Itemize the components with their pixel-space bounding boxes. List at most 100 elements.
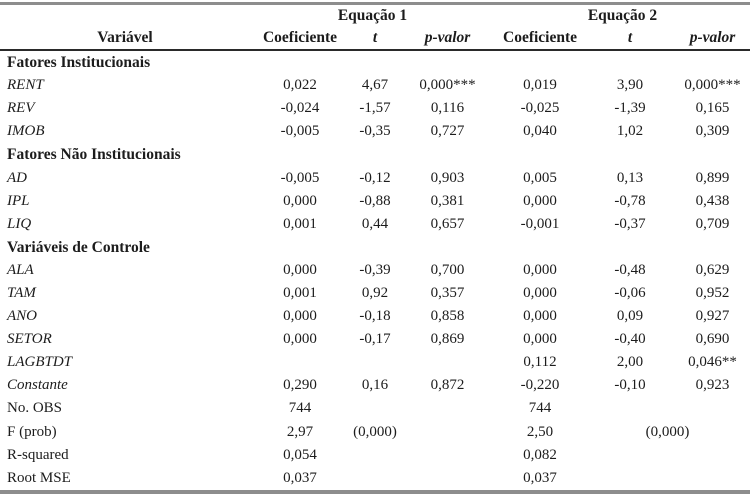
value-cell: 0,001 xyxy=(283,284,317,301)
row-label: SETOR xyxy=(7,331,52,348)
value-cell xyxy=(400,467,495,492)
column-header-row: Variável Coeficiente t p-valor Coeficien… xyxy=(0,27,750,50)
table-row: Root MSE 0,037 0,037 xyxy=(0,467,750,492)
column-header-coeficiente-1: Coeficiente xyxy=(262,29,338,47)
value-cell: 1,02 xyxy=(616,123,644,140)
value-cell: -1,57 xyxy=(359,100,391,117)
value-cell: 0,927 xyxy=(695,308,730,325)
row-label: ANO xyxy=(7,308,37,325)
equation-2-header: Equação 2 xyxy=(587,7,658,25)
section-row: Variáveis de Controle xyxy=(0,236,750,259)
value-cell: -1,39 xyxy=(614,100,646,117)
value-cell: (0,000) xyxy=(645,423,690,440)
value-cell: 0,657 xyxy=(430,215,465,232)
value-cell: 2,00 xyxy=(616,354,644,371)
value-cell xyxy=(400,421,495,444)
value-cell: -0,024 xyxy=(280,100,320,117)
value-cell xyxy=(585,397,675,420)
value-cell: 0,019 xyxy=(523,77,557,94)
value-cell: 0,022 xyxy=(283,77,317,94)
table-row: REV -0,024 -1,57 0,116 -0,025 -1,39 0,165 xyxy=(0,97,750,120)
row-label: AD xyxy=(7,169,27,186)
value-cell: 0,000*** xyxy=(419,77,476,94)
value-cell: -0,48 xyxy=(614,261,646,278)
value-cell: 0,000 xyxy=(523,284,557,301)
value-cell: 0,357 xyxy=(430,284,465,301)
value-cell: 0,000 xyxy=(523,192,557,209)
value-cell: -0,37 xyxy=(614,215,646,232)
value-cell: -0,025 xyxy=(520,100,560,117)
equation-1-header: Equação 1 xyxy=(337,7,408,25)
value-cell: 0,309 xyxy=(695,123,730,140)
value-cell: 0,690 xyxy=(695,331,730,348)
value-cell: 0,000 xyxy=(283,261,317,278)
equation-header-row: Equação 1 Equação 2 xyxy=(0,4,750,28)
value-cell: 0,09 xyxy=(616,308,644,325)
value-cell: -0,39 xyxy=(359,261,391,278)
value-cell: -0,06 xyxy=(614,284,646,301)
table-row: Constante 0,290 0,16 0,872 -0,220 -0,10 0,923 xyxy=(0,374,750,397)
value-cell: -0,10 xyxy=(614,377,646,394)
value-cell xyxy=(350,351,400,374)
value-cell: 0,709 xyxy=(695,215,730,232)
value-cell: 0,727 xyxy=(430,123,465,140)
value-cell: 0,700 xyxy=(430,261,465,278)
row-label: LAGBTDT xyxy=(7,354,73,371)
value-cell xyxy=(400,444,495,467)
row-label: Fatores Não Institucionais xyxy=(7,146,181,164)
column-header-variavel: Variável xyxy=(97,29,153,47)
value-cell: 0,000 xyxy=(523,331,557,348)
value-cell: 0,037 xyxy=(523,469,557,486)
table-row: AD -0,005 -0,12 0,903 0,005 0,13 0,899 xyxy=(0,166,750,189)
value-cell: 0,116 xyxy=(430,100,465,117)
table-row: R-squared 0,054 0,082 xyxy=(0,444,750,467)
value-cell: 0,869 xyxy=(430,331,465,348)
value-cell: 0,290 xyxy=(283,377,317,394)
value-cell xyxy=(350,467,400,492)
value-cell: 2,50 xyxy=(526,423,554,440)
row-label: IMOB xyxy=(7,123,45,140)
value-cell: 3,90 xyxy=(616,77,644,94)
row-label: Variáveis de Controle xyxy=(7,238,150,256)
table-row: No. OBS 744 744 xyxy=(0,397,750,420)
value-cell xyxy=(400,397,495,420)
value-cell: -0,005 xyxy=(280,123,320,140)
row-label: TAM xyxy=(7,284,36,301)
value-cell: 0,000 xyxy=(523,261,557,278)
row-label: LIQ xyxy=(7,215,32,232)
value-cell: 0,046** xyxy=(688,354,737,371)
value-cell: 0,112 xyxy=(523,354,557,371)
row-label: IPL xyxy=(7,192,30,209)
table-body: Fatores Institucionais RENT 0,022 4,67 0,000… xyxy=(0,50,750,492)
value-cell: -0,17 xyxy=(359,331,391,348)
table-row: LIQ 0,001 0,44 0,657 -0,001 -0,37 0,709 xyxy=(0,213,750,236)
value-cell: -0,40 xyxy=(614,331,646,348)
value-cell: 744 xyxy=(528,400,552,417)
value-cell: 0,872 xyxy=(430,377,465,394)
row-label: F (prob) xyxy=(7,423,57,440)
table-row: IPL 0,000 -0,88 0,381 0,000 -0,78 0,438 xyxy=(0,190,750,213)
value-cell: 0,000 xyxy=(523,308,557,325)
value-cell xyxy=(400,351,495,374)
value-cell: 4,67 xyxy=(361,77,389,94)
value-cell: 744 xyxy=(288,400,312,417)
table-row: ALA 0,000 -0,39 0,700 0,000 -0,48 0,629 xyxy=(0,259,750,282)
value-cell: 0,44 xyxy=(361,215,389,232)
value-cell: 0,000*** xyxy=(684,77,741,94)
row-label: Fatores Institucionais xyxy=(7,53,151,71)
value-cell: 2,97 xyxy=(286,423,314,440)
value-cell: 0,000 xyxy=(283,192,317,209)
value-cell: -0,18 xyxy=(359,308,391,325)
value-cell: 0,903 xyxy=(430,169,465,186)
row-label: Constante xyxy=(7,377,68,394)
table-row: F (prob) 2,97 (0,000) 2,50 (0,000) xyxy=(0,421,750,444)
value-cell xyxy=(675,397,750,420)
value-cell: 0,923 xyxy=(695,377,730,394)
value-cell xyxy=(585,467,675,492)
value-cell: -0,005 xyxy=(280,169,320,186)
value-cell: (0,000) xyxy=(353,423,397,440)
value-cell xyxy=(350,397,400,420)
value-cell: 0,438 xyxy=(695,192,730,209)
